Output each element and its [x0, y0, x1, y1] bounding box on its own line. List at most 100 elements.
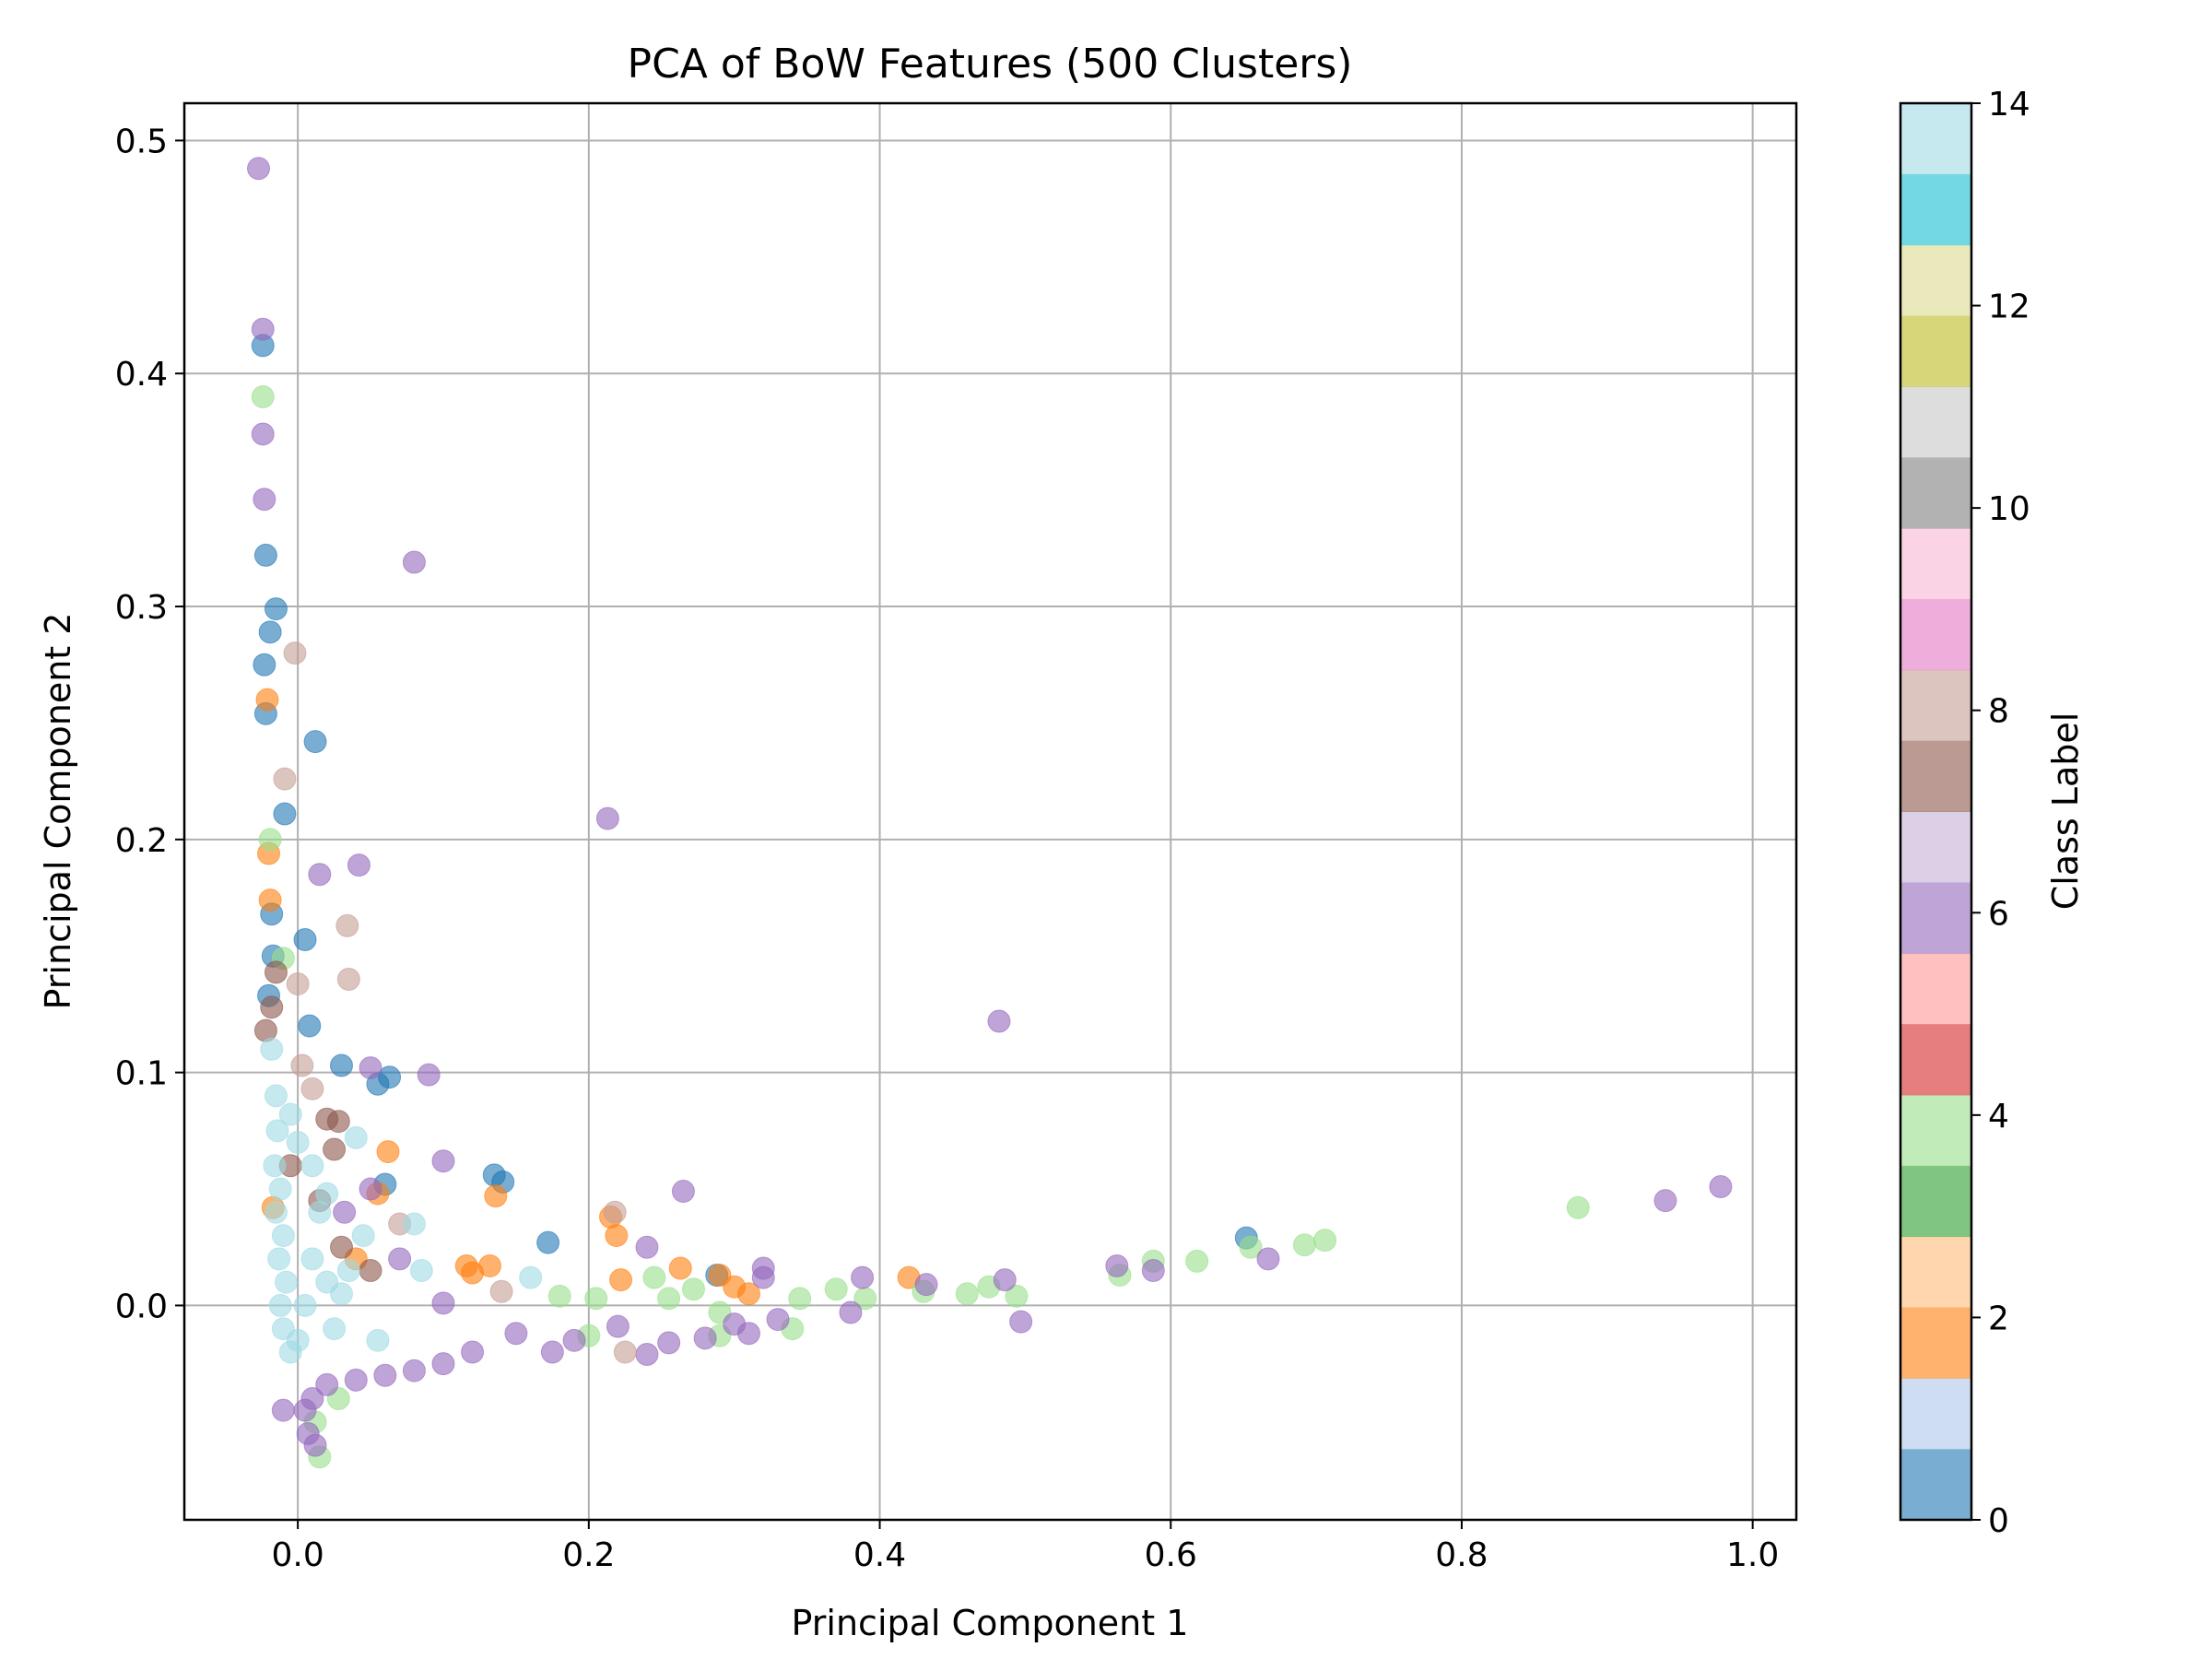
scatter-point [1256, 1247, 1280, 1271]
scatter-point [584, 1287, 608, 1311]
colorbar-segment [1900, 598, 1971, 671]
grid-lines [184, 103, 1796, 1520]
scatter-point [315, 1182, 339, 1206]
scatter-point [286, 1130, 310, 1154]
y-tick-label: 0.3 [115, 589, 168, 627]
scatter-point [657, 1331, 681, 1355]
y-tick-label: 0.4 [115, 356, 168, 394]
scatter-point [547, 1284, 571, 1308]
x-tick-label: 1.0 [1726, 1536, 1779, 1574]
colorbar-segment [1900, 386, 1971, 458]
scatter-point [635, 1343, 659, 1367]
scatter-point [1653, 1189, 1677, 1213]
scatter-point [540, 1340, 564, 1364]
scatter-point [657, 1287, 681, 1311]
colorbar-ticks: 0 2 4 6 8 10 12 14 [1971, 86, 2030, 1540]
scatter-point [329, 1235, 353, 1259]
scatter-point [293, 1398, 317, 1422]
scatter-point [736, 1282, 760, 1306]
data-points [247, 157, 1733, 1469]
scatter-point [253, 488, 276, 512]
scatter-point [1005, 1284, 1029, 1308]
scatter-point [839, 1300, 863, 1324]
colorbar-tick-label: 14 [1988, 86, 2030, 124]
x-tick-label: 0.8 [1435, 1536, 1488, 1574]
scatter-point [1566, 1195, 1590, 1219]
scatter-point [286, 972, 310, 996]
colorbar-segment [1900, 457, 1971, 529]
colorbar-tick-label: 6 [1988, 895, 2009, 933]
scatter-point [824, 1277, 848, 1301]
scatter-point [267, 1247, 291, 1271]
scatter-point [255, 688, 279, 712]
scatter-point [417, 1063, 441, 1087]
scatter-point [431, 1149, 455, 1173]
scatter-point [504, 1322, 528, 1346]
scatter-point [519, 1265, 543, 1289]
scatter-point [260, 1037, 284, 1061]
scatter-point [1313, 1229, 1337, 1253]
chart-title: PCA of BoW Features (500 Clusters) [628, 41, 1353, 88]
scatter-point [1239, 1235, 1263, 1259]
scatter-point [373, 1363, 397, 1387]
colorbar-label: Class Label [2045, 712, 2086, 911]
scatter-point [461, 1261, 485, 1285]
scatter-point [562, 1328, 586, 1352]
scatter-point [402, 1359, 426, 1382]
scatter-point [264, 597, 288, 621]
scatter-point [603, 1200, 627, 1224]
colorbar-segment [1900, 1094, 1971, 1167]
scatter-point [359, 1259, 382, 1283]
scatter-point [431, 1352, 455, 1376]
scatter-point [402, 1212, 426, 1236]
colorbar-segment [1900, 669, 1971, 742]
colorbar-tick-label: 2 [1988, 1300, 2009, 1337]
scatter-point [1709, 1175, 1733, 1199]
scatter-point [264, 1200, 288, 1224]
scatter-point [642, 1265, 666, 1289]
scatter-point [993, 1268, 1017, 1292]
scatter-point [300, 1077, 324, 1100]
scatter-point [489, 1279, 513, 1303]
scatter-point [258, 888, 282, 912]
colorbar-tick-label: 8 [1988, 693, 2009, 731]
scatter-point [605, 1224, 629, 1248]
colorbar-tick-label: 12 [1988, 288, 2030, 326]
colorbar-segment [1900, 1449, 1971, 1521]
scatter-point [766, 1308, 790, 1332]
scatter-point [265, 1119, 289, 1143]
scatter-point [258, 620, 282, 644]
y-axis-label: Principal Component 2 [38, 613, 78, 1010]
scatter-point [378, 1065, 402, 1089]
scatter-point [263, 1154, 287, 1178]
scatter-point [409, 1259, 433, 1283]
scatter-point [1105, 1253, 1129, 1277]
scatter-point [366, 1328, 390, 1352]
colorbar-tick-label: 10 [1988, 490, 2030, 528]
scatter-point [461, 1340, 485, 1364]
colorbar-segment [1900, 811, 1971, 883]
y-tick-label: 0.5 [115, 123, 168, 160]
scatter-point [613, 1340, 637, 1364]
colorbar-segment [1900, 1378, 1971, 1450]
scatter-point [326, 1110, 350, 1134]
colorbar-segment [1900, 173, 1971, 246]
scatter-point [671, 1180, 695, 1204]
colorbar-segment [1900, 103, 1971, 175]
scatter-point [914, 1273, 938, 1297]
scatter-point [344, 1368, 368, 1392]
scatter-point [329, 1282, 353, 1306]
scatter-point [329, 1053, 353, 1077]
colorbar [1900, 103, 1971, 1521]
scatter-point [300, 1154, 324, 1178]
scatter-point [264, 1084, 288, 1108]
y-tick-label: 0.2 [115, 822, 168, 860]
scatter-point [273, 767, 297, 791]
y-tick-label: 0.0 [115, 1288, 168, 1325]
scatter-point [351, 1224, 375, 1248]
scatter-point [635, 1235, 659, 1259]
scatter-point [609, 1268, 633, 1292]
colorbar-segment [1900, 528, 1971, 600]
scatter-point [1292, 1233, 1316, 1257]
